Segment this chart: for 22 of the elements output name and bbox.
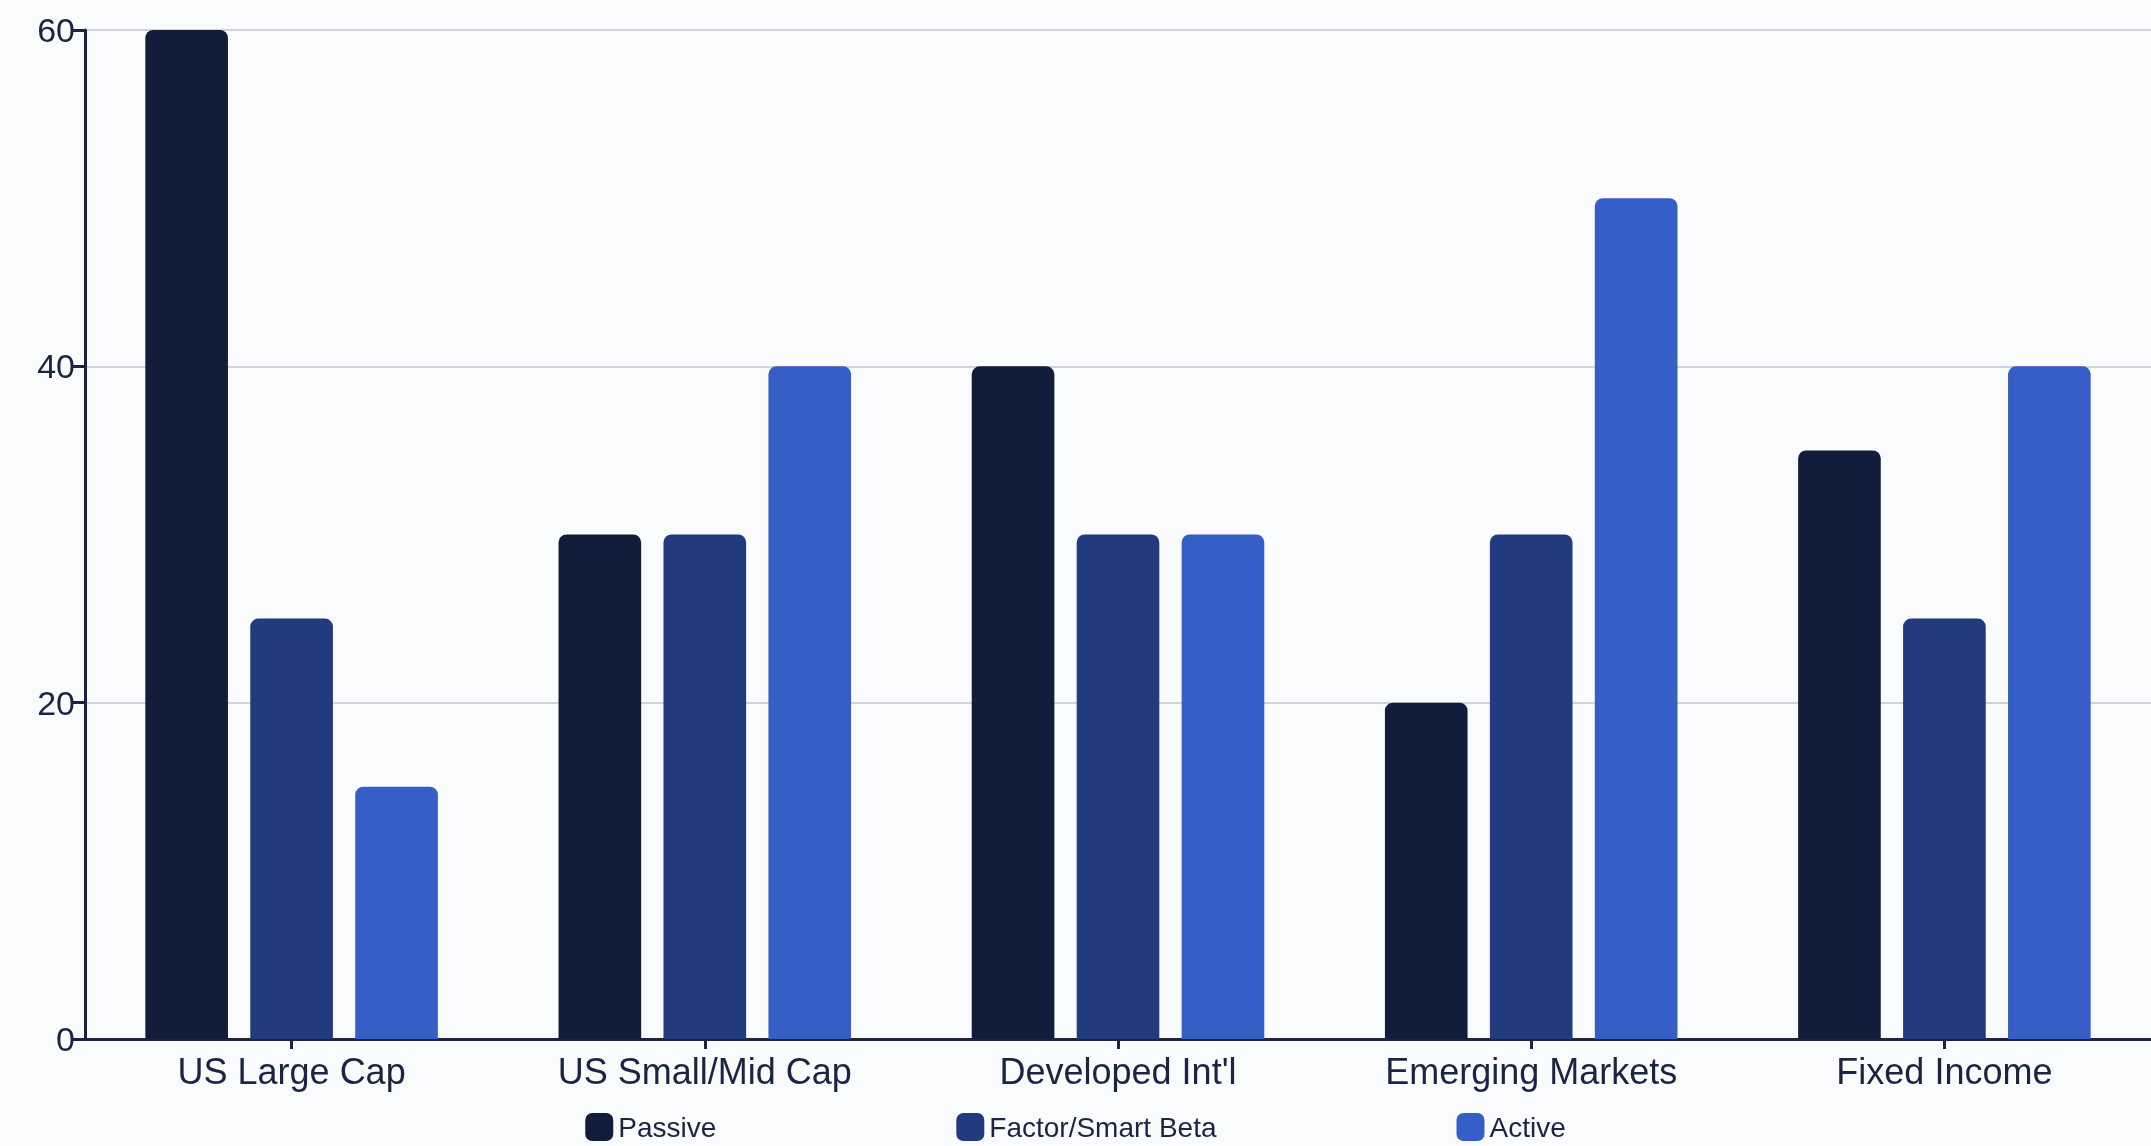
bar [250,618,333,1039]
legend-label: Factor/Smart Beta [989,1111,1217,1143]
x-tick-label: US Small/Mid Cap [557,1050,852,1092]
bar [663,534,747,1039]
legend-label: Active [1489,1111,1566,1143]
x-tick-label: US Large Cap [177,1050,406,1092]
bar [1076,534,1160,1039]
y-tick-label: 40 [37,347,75,386]
legend-label: Passive [618,1111,717,1143]
bar [1903,618,1986,1039]
x-tick-label: Emerging Markets [1385,1050,1678,1092]
bar [355,786,438,1039]
bar [1181,534,1265,1039]
y-tick-label: 0 [56,1020,75,1058]
bar [2008,366,2091,1039]
bar [768,366,852,1039]
x-tick-label: Developed Int'l [999,1050,1237,1092]
bar [1489,534,1573,1039]
x-tick-label: Fixed Income [1836,1050,2053,1092]
y-tick-label: 60 [37,11,75,49]
bar [1594,198,1678,1039]
y-tick-label: 20 [37,683,75,722]
